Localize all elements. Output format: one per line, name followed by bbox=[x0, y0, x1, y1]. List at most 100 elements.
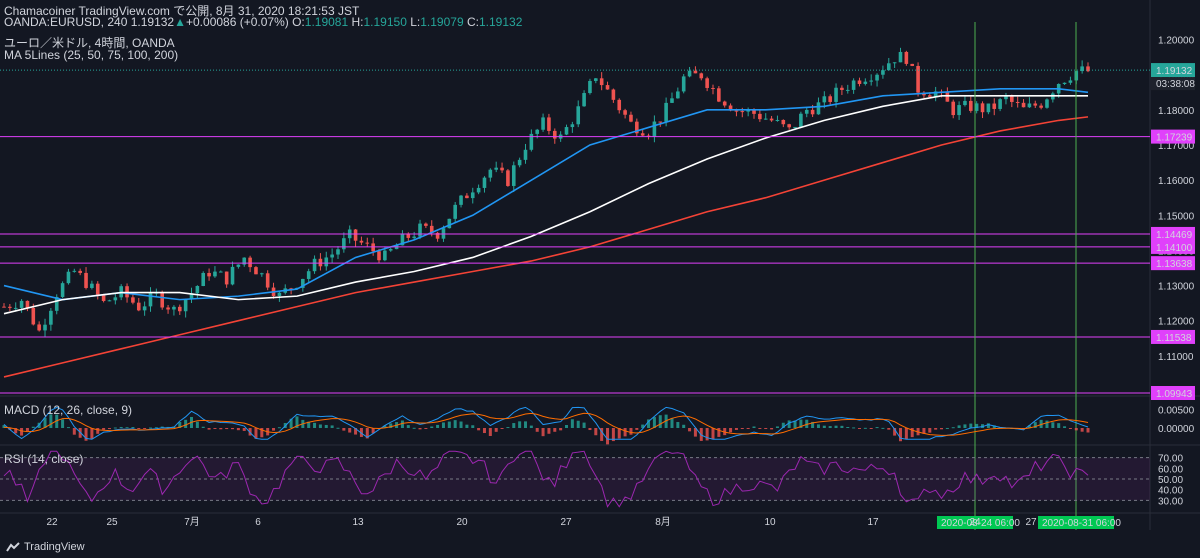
candles bbox=[2, 47, 1090, 337]
candle-body bbox=[453, 204, 457, 219]
candle-body bbox=[851, 80, 856, 90]
macd-histogram-bar bbox=[611, 428, 615, 442]
macd-histogram-bar bbox=[84, 428, 88, 441]
macd-histogram-bar bbox=[658, 415, 662, 428]
macd-histogram-bar bbox=[857, 428, 861, 429]
candle-body bbox=[687, 70, 692, 77]
candle-body bbox=[810, 109, 815, 115]
ma-mid-line bbox=[3, 95, 1088, 315]
macd-histogram-bar bbox=[113, 427, 117, 429]
macd-histogram-bar bbox=[992, 425, 996, 428]
candle-body bbox=[406, 233, 411, 238]
macd-histogram-bar bbox=[523, 421, 527, 428]
time-tick-label: 20 bbox=[456, 517, 468, 528]
candle-body bbox=[330, 254, 334, 258]
candle-body bbox=[840, 87, 844, 90]
macd-histogram-bar bbox=[471, 425, 475, 428]
rsi-legend[interactable]: RSI (14, close) bbox=[4, 452, 84, 466]
macd-legend[interactable]: MACD (12, 26, close, 9) bbox=[4, 403, 133, 417]
macd-histogram-bar bbox=[96, 428, 100, 434]
candle-body bbox=[49, 310, 53, 325]
open-value: 1.19081 bbox=[304, 15, 349, 29]
pane-title[interactable]: ユーロ／米ドル, 4時間, OANDA bbox=[4, 36, 175, 50]
macd-histogram-bar bbox=[1086, 428, 1090, 433]
macd-histogram-bar bbox=[424, 428, 428, 429]
candle-body bbox=[1080, 66, 1084, 72]
candle-body bbox=[693, 70, 698, 74]
time-tick-label: 13 bbox=[352, 517, 364, 528]
macd-histogram-bar bbox=[242, 428, 246, 431]
candle-body bbox=[969, 100, 973, 111]
time-tick-label: 10 bbox=[764, 517, 776, 528]
candle-body bbox=[1045, 99, 1049, 108]
candle-body bbox=[570, 124, 575, 128]
tradingview-logo[interactable]: TradingView bbox=[6, 541, 85, 553]
candle-body bbox=[1062, 82, 1067, 84]
candle-body bbox=[277, 292, 282, 296]
high-value: 1.19150 bbox=[363, 15, 407, 29]
macd-histogram-bar bbox=[1068, 428, 1072, 429]
candle-body bbox=[699, 73, 704, 79]
candle-body bbox=[752, 109, 756, 114]
candle-body bbox=[224, 271, 229, 285]
macd-histogram-bar bbox=[348, 428, 352, 433]
rsi-band bbox=[0, 457, 1150, 501]
macd-histogram-bar bbox=[1080, 428, 1084, 432]
candle-body bbox=[845, 89, 850, 91]
macd-histogram-bar bbox=[805, 419, 809, 428]
macd-histogram-bar bbox=[729, 428, 733, 433]
macd-histogram-bar bbox=[148, 427, 152, 429]
candle-body bbox=[635, 121, 639, 134]
macd-histogram-bar bbox=[49, 414, 53, 428]
candle-body bbox=[418, 223, 422, 237]
candle-body bbox=[342, 238, 346, 250]
macd-histogram-bar bbox=[459, 421, 463, 428]
candle-body bbox=[1086, 66, 1090, 72]
time-tick-label: 7月 bbox=[184, 516, 200, 528]
candle-body bbox=[213, 271, 217, 277]
macd-histogram-bar bbox=[213, 428, 217, 429]
candle-body bbox=[664, 102, 668, 122]
macd-histogram-bar bbox=[400, 420, 404, 428]
candle-body bbox=[605, 85, 610, 90]
macd-histogram-bar bbox=[318, 424, 322, 428]
candle-body bbox=[388, 249, 393, 251]
macd-histogram-bar bbox=[752, 426, 756, 428]
candle-body bbox=[43, 324, 47, 331]
level-badge bbox=[1151, 386, 1195, 401]
candle-body bbox=[828, 96, 832, 102]
publish-info: Chamacoiner TradingView.com で公開, 8月 31, … bbox=[4, 2, 359, 19]
macd-histogram-bar bbox=[606, 428, 610, 445]
candle-body bbox=[19, 300, 24, 308]
candle-body bbox=[66, 271, 71, 284]
ma-legend[interactable]: MA 5Lines (25, 50, 75, 100, 200) bbox=[4, 48, 179, 62]
macd-histogram-bar bbox=[14, 428, 18, 434]
macd-histogram-bar bbox=[529, 425, 533, 428]
macd-histogram-bar bbox=[131, 427, 135, 429]
candle-body bbox=[101, 294, 106, 301]
price-tick-label: 1.16000 bbox=[1158, 176, 1195, 187]
macd-histogram-bar bbox=[25, 428, 29, 431]
countdown-label: 03:38:08 bbox=[1156, 79, 1195, 90]
candle-body bbox=[488, 169, 493, 178]
macd-histogram-bar bbox=[143, 428, 147, 429]
candle-body bbox=[177, 306, 182, 312]
macd-histogram-bar bbox=[1074, 428, 1078, 431]
macd-histogram-bar bbox=[793, 420, 797, 428]
candle-body bbox=[529, 133, 534, 150]
macd-histogram-bar bbox=[981, 424, 985, 428]
macd-histogram-bar bbox=[324, 424, 328, 428]
macd-histogram-bar bbox=[436, 424, 440, 428]
rsi-tick-label: 50.00 bbox=[1158, 475, 1183, 486]
macd-histogram-bar bbox=[1033, 422, 1037, 428]
macd-histogram-bar bbox=[31, 426, 35, 428]
candle-body bbox=[201, 272, 206, 287]
candle-body bbox=[623, 110, 627, 115]
macd-histogram-bar bbox=[43, 417, 47, 428]
candle-body bbox=[429, 225, 434, 233]
candle-body bbox=[594, 78, 598, 81]
candle-body bbox=[459, 195, 463, 205]
low-label: L: bbox=[410, 15, 421, 29]
macd-histogram-bar bbox=[863, 427, 867, 429]
